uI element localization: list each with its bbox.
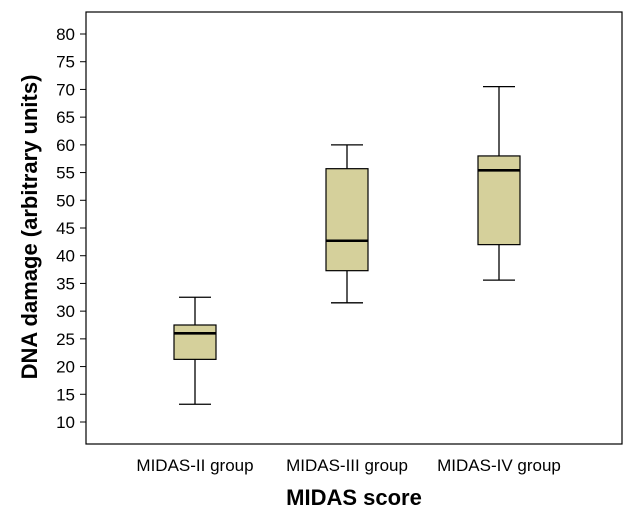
interquartile-box xyxy=(173,324,217,360)
y-tick-label: 25 xyxy=(56,330,75,349)
x-axis-category-labels: MIDAS-II group MIDAS-III group MIDAS-IV gr… xyxy=(136,456,560,475)
y-tick-label: 45 xyxy=(56,219,75,238)
y-tick-label: 30 xyxy=(56,302,75,321)
box-3 xyxy=(477,86,521,281)
box-1 xyxy=(173,296,217,405)
y-axis-title: DNA damage (arbitrary units) xyxy=(17,75,42,380)
x-axis-title: MIDAS score xyxy=(286,485,422,510)
y-tick-label: 80 xyxy=(56,25,75,44)
y-tick-label: 60 xyxy=(56,136,75,155)
y-tick-label: 50 xyxy=(56,191,75,210)
y-tick-label: 65 xyxy=(56,108,75,127)
y-tick-label: 10 xyxy=(56,413,75,432)
box-2 xyxy=(325,144,369,304)
box-series xyxy=(173,86,521,405)
y-tick-label: 20 xyxy=(56,358,75,377)
y-tick-label: 75 xyxy=(56,53,75,72)
x-category-label: MIDAS-III group xyxy=(286,456,408,475)
y-tick-label: 15 xyxy=(56,385,75,404)
y-tick-label: 35 xyxy=(56,274,75,293)
y-tick-label: 55 xyxy=(56,164,75,183)
interquartile-box xyxy=(325,168,369,272)
y-axis-ticks: 10 15 20 25 30 35 40 45 50 55 60 65 70 75 80 xyxy=(56,25,86,432)
x-category-label: MIDAS-II group xyxy=(136,456,253,475)
x-category-label: MIDAS-IV group xyxy=(437,456,561,475)
plot-frame xyxy=(85,11,623,445)
y-tick-label: 70 xyxy=(56,80,75,99)
y-tick-label: 40 xyxy=(56,247,75,266)
